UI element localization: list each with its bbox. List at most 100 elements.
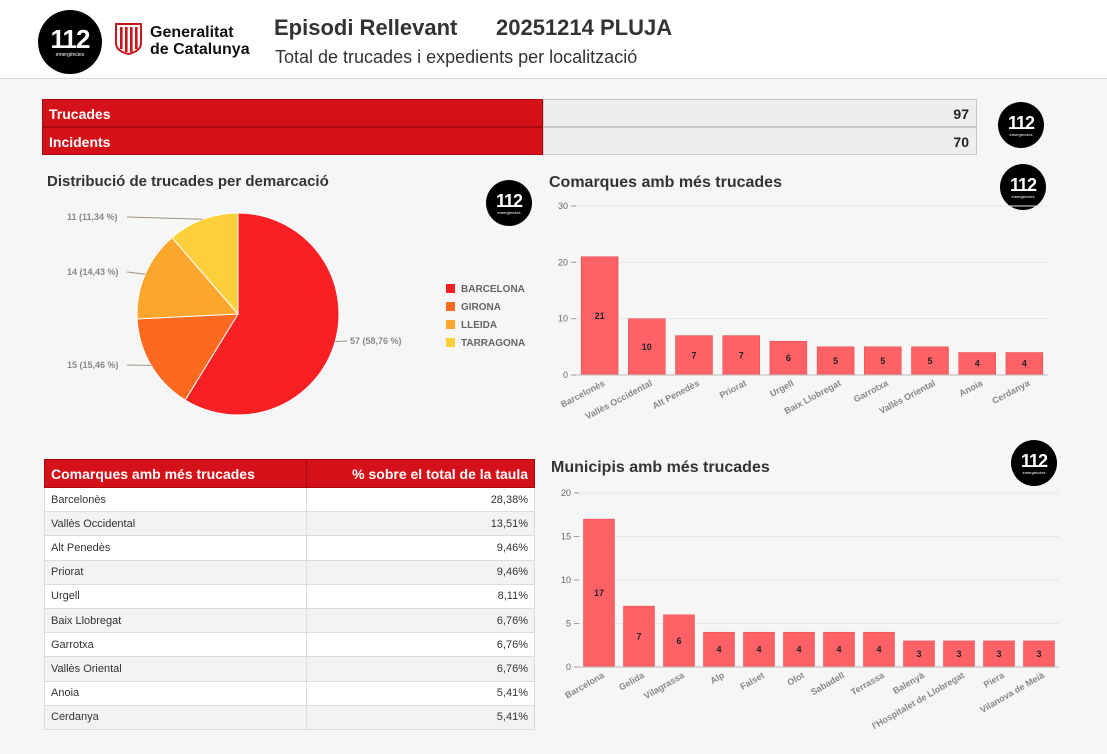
table-row: Baix Llobregat 6,76% [44,607,536,634]
table-cell-pct: 6,76% [305,632,536,658]
episode-code: 20251214 PLUJA [496,15,673,40]
bar [580,256,619,376]
x-tick-label: Alp [708,670,726,686]
table-row: Alt Penedès 9,46% [44,535,536,561]
pie-chart-title: Distribució de trucades per demarcació [47,173,329,190]
summary-row-incidents: Incidents 70 [42,127,977,155]
pie-label-line [126,216,203,220]
generalitat-wordmark: Generalitat de Catalunya [150,24,250,58]
y-tick-label: 10 [558,314,568,324]
bar [911,346,949,376]
bar [864,346,902,376]
bar [628,318,666,376]
bar-data-label: 3 [1036,649,1041,659]
bar [675,335,713,376]
bar-data-label: 21 [595,311,605,321]
bar [722,335,760,376]
table-row: Vallès Oriental 6,76% [44,656,536,682]
pie-data-label: 14 (14,43 %) [67,267,119,277]
x-tick-label: Urgell [768,378,795,399]
x-tick-label: Garrotxa [852,377,891,404]
table-cell-pct: 8,11% [305,583,536,609]
table-header-row: Comarques amb més trucades % sobre el to… [44,459,536,488]
bar-data-label: 4 [796,645,801,655]
table-row: Barcelonès 28,38% [44,486,536,513]
bar-data-label: 4 [1022,359,1027,369]
table-cell-name: Vallès Occidental [44,511,307,537]
x-tick-label: Priorat [718,378,748,400]
table-cell-pct: 6,76% [305,607,536,634]
bar-data-label: 5 [927,356,932,366]
bar [663,614,695,668]
bar-data-label: 4 [836,645,841,655]
legend-swatch [446,338,455,347]
page-header: 112 emergències Generalitat de Catalunya… [0,0,1107,79]
table-row: Cerdanya 5,41% [44,704,536,730]
x-tick-label: Cerdanya [990,377,1032,406]
x-tick-label: Sabadell [809,670,846,697]
table-row: Priorat 9,46% [44,559,536,585]
table-cell-name: Priorat [44,559,307,585]
x-tick-label: Falset [738,670,766,692]
bar-data-label: 3 [956,649,961,659]
legend-item: TARRAGONA [446,338,525,350]
legend-swatch [446,284,455,293]
x-tick-label: Olot [785,670,806,688]
bar-data-label: 3 [996,649,1001,659]
y-tick-label: 30 [558,201,568,211]
table-row: Urgell 8,11% [44,583,536,609]
bar-data-label: 4 [756,645,761,655]
summary-label: Trucades [42,99,543,127]
bar [983,640,1015,668]
bar-data-label: 5 [880,356,885,366]
table-cell-pct: 5,41% [305,704,536,730]
table-cell-name: Alt Penedès [44,535,307,561]
bar [1023,640,1055,668]
legend-item: LLEIDA [446,320,497,332]
bar [943,640,975,668]
bar [623,605,655,668]
y-tick-label: 15 [561,532,571,542]
legend-swatch [446,302,455,311]
table-header-percent: % sobre el total de la taula [305,459,536,488]
pie-slice [184,212,340,416]
bar-data-label: 7 [691,350,696,360]
x-tick-label: Barcelona [563,670,607,701]
emergency-112-logo: 112 emergències [1000,164,1046,210]
x-tick-label: Gelida [617,670,647,693]
bar-data-label: 6 [786,353,791,363]
bar [903,640,935,668]
x-tick-label: Anoia [957,377,985,398]
bar-data-label: 5 [833,356,838,366]
bar-data-label: 6 [676,636,681,646]
y-tick-label: 5 [566,619,571,629]
pie-slice [136,236,240,320]
pie-data-label: 11 (11,34 %) [67,212,118,222]
legend-item: BARCELONA [446,284,525,296]
summary-row-calls: Trucades 97 [42,99,977,127]
x-tick-label: Terrassa [849,670,887,698]
y-tick-label: 20 [561,488,571,498]
pie-label-line [126,271,146,275]
bar [769,340,808,376]
table-cell-pct: 9,46% [305,559,536,585]
pie-label-line [335,340,348,342]
bar-data-label: 17 [594,588,604,598]
page-title: Episodi Rellevant [274,15,458,40]
table-cell-name: Cerdanya [44,704,307,730]
bar-data-label: 7 [636,632,641,642]
bar-data-label: 10 [642,342,652,352]
pie-chart: 57 (58,76 %) 15 (15,46 %) 14 (14,43 %) 11 (… [67,212,402,416]
comarques-chart-title: Comarques amb més trucades [549,174,782,191]
bar-data-label: 3 [916,649,921,659]
table-cell-name: Urgell [44,583,307,609]
bar-data-label: 4 [716,645,721,655]
table-header-comarca: Comarques amb més trucades [44,459,307,488]
summary-value: 70 [543,127,977,155]
emergency-112-logo: 112 emergències [998,102,1044,148]
table-cell-pct: 28,38% [305,486,536,513]
emergency-112-logo: 112 emergències [1011,440,1057,486]
bar [863,631,895,668]
emergency-112-logo: 112 emergències [486,180,532,226]
pie-data-label: 57 (58,76 %) [350,336,402,346]
